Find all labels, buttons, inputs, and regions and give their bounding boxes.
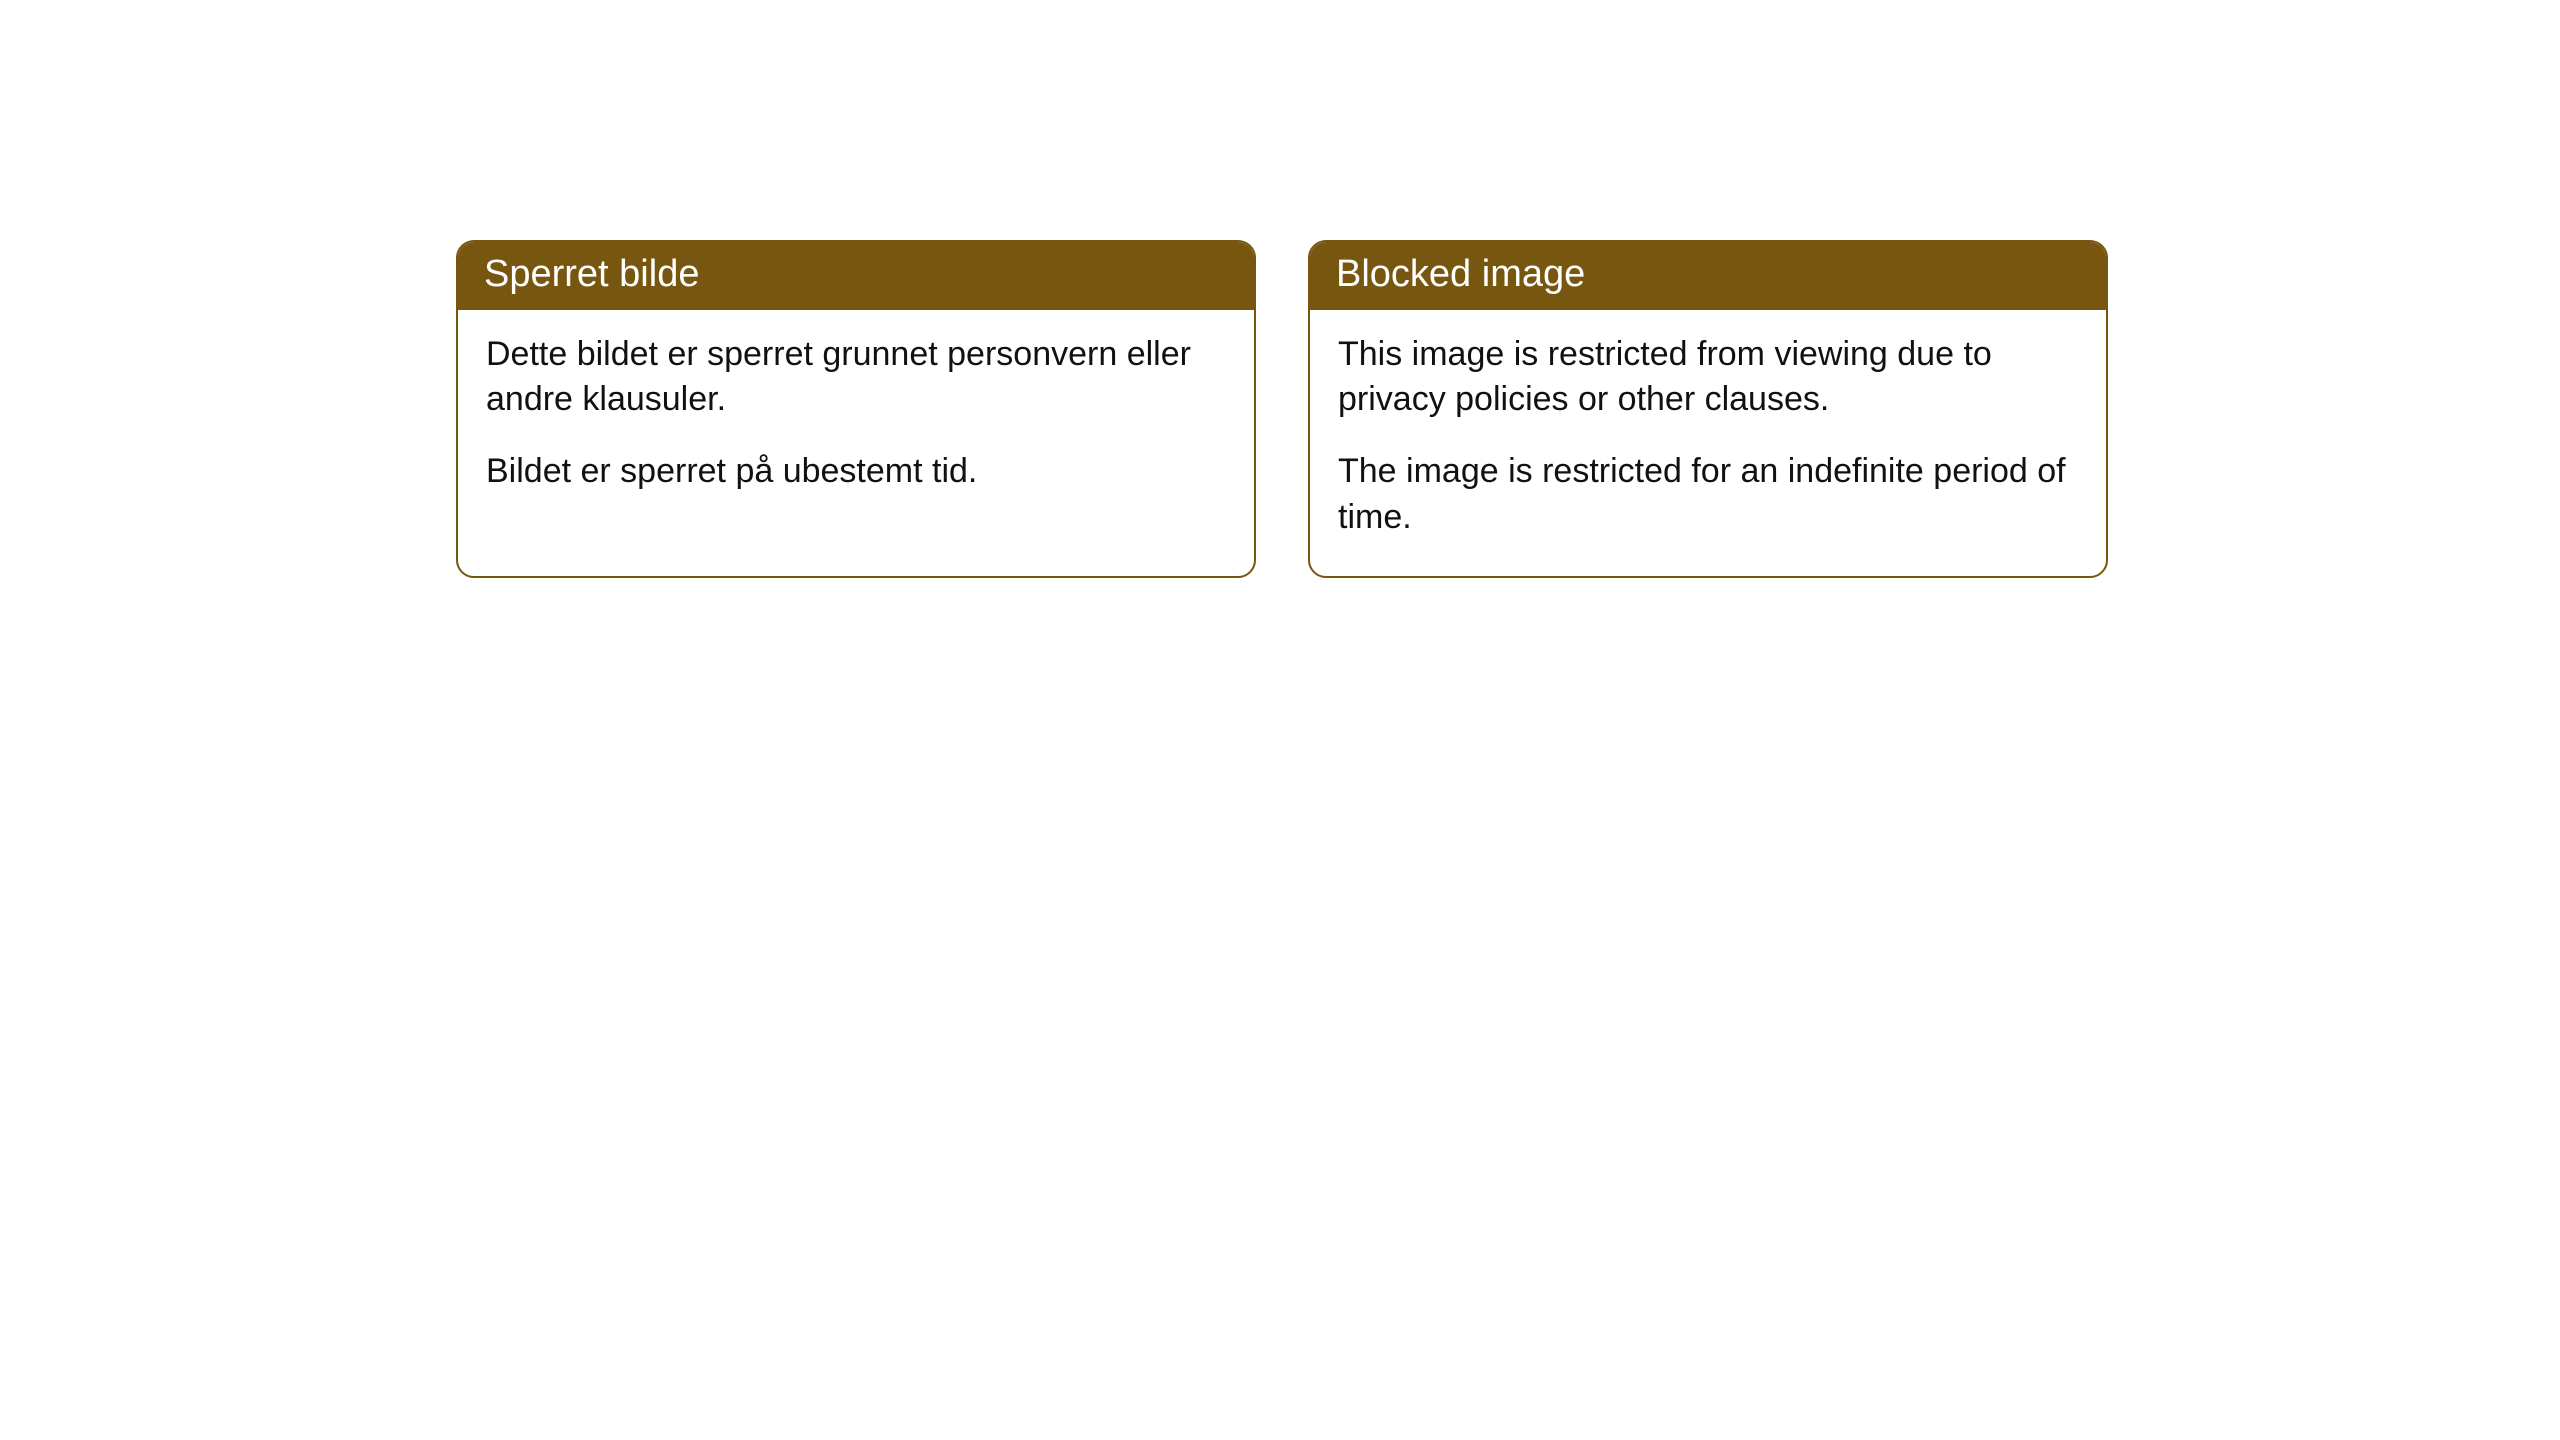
notice-cards-container: Sperret bilde Dette bildet er sperret gr…: [456, 240, 2560, 578]
notice-text-norwegian-2: Bildet er sperret på ubestemt tid.: [486, 449, 1226, 495]
card-header-english: Blocked image: [1310, 242, 2106, 310]
card-body-english: This image is restricted from viewing du…: [1310, 310, 2106, 576]
card-header-norwegian: Sperret bilde: [458, 242, 1254, 310]
notice-text-english-2: The image is restricted for an indefinit…: [1338, 449, 2078, 541]
notice-card-english: Blocked image This image is restricted f…: [1308, 240, 2108, 578]
notice-card-norwegian: Sperret bilde Dette bildet er sperret gr…: [456, 240, 1256, 578]
notice-text-norwegian-1: Dette bildet er sperret grunnet personve…: [486, 332, 1226, 424]
card-body-norwegian: Dette bildet er sperret grunnet personve…: [458, 310, 1254, 576]
notice-text-english-1: This image is restricted from viewing du…: [1338, 332, 2078, 424]
